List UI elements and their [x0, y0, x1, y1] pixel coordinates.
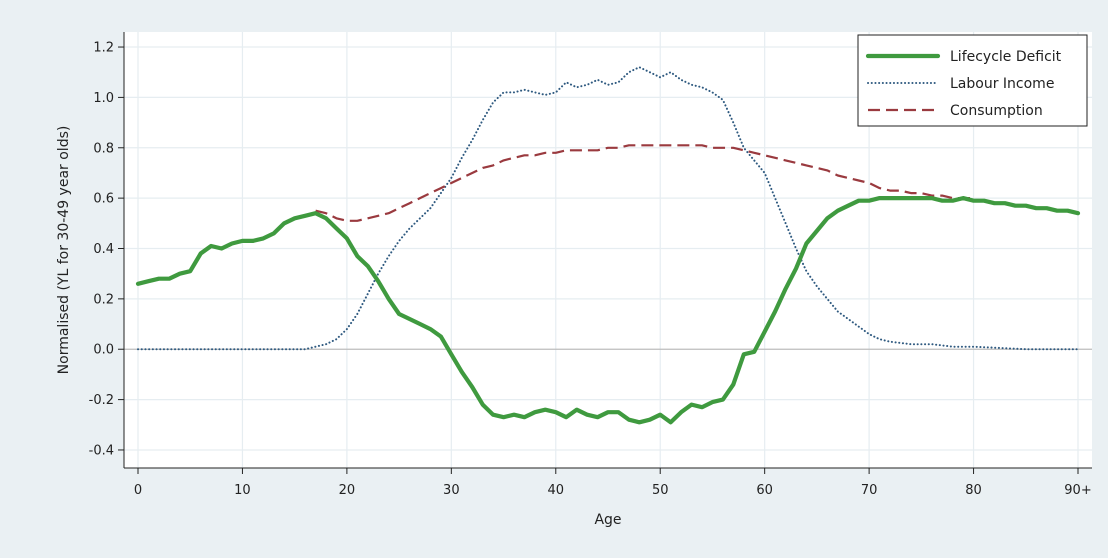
- x-tick-label: 50: [652, 483, 669, 498]
- x-tick-label: 20: [339, 483, 356, 498]
- y-tick-label: 0.8: [93, 141, 114, 156]
- series-line-consumption: [315, 144, 974, 222]
- y-tick-label: 0.6: [93, 192, 114, 207]
- x-tick-label: 0: [134, 483, 142, 498]
- series-layer: [135, 66, 1081, 425]
- y-tick-label: 0.4: [93, 242, 114, 257]
- axes: 0 10 20 30 40 50 60 70 80 90+ -0.4 -0.2 0.0 0.2 0.4 0.6…: [89, 32, 1092, 498]
- x-tick-label: 90+: [1064, 483, 1091, 498]
- legend-box: [857, 34, 1088, 127]
- legend-label-labour-income: Labour Income: [950, 76, 1054, 92]
- series-line-lifecycle-deficit: [135, 196, 1081, 425]
- y-tick-label: 0.2: [93, 292, 114, 307]
- x-tick-label: 30: [443, 483, 460, 498]
- x-tick-label: 40: [548, 483, 565, 498]
- y-tick-label: -0.2: [89, 393, 114, 408]
- x-tick-label: 10: [234, 483, 251, 498]
- x-axis-title: Age: [594, 512, 621, 528]
- x-tick-label: 70: [861, 483, 878, 498]
- legend-label-consumption: Consumption: [950, 103, 1043, 119]
- y-axis-title: Normalised (YL for 30-49 year olds): [56, 126, 72, 375]
- x-tick-label: 80: [965, 483, 982, 498]
- x-tick-label: 60: [756, 483, 773, 498]
- y-tick-label: 0.0: [93, 343, 114, 358]
- y-tick-label: 1.2: [93, 41, 114, 56]
- legend: Lifecycle Deficit Labour Income Consumpt…: [857, 34, 1088, 127]
- y-tick-label: 1.0: [93, 91, 114, 106]
- series-line-labour-income: [137, 66, 1079, 351]
- y-tick-label: -0.4: [89, 443, 114, 458]
- legend-label-lifecycle-deficit: Lifecycle Deficit: [950, 49, 1062, 65]
